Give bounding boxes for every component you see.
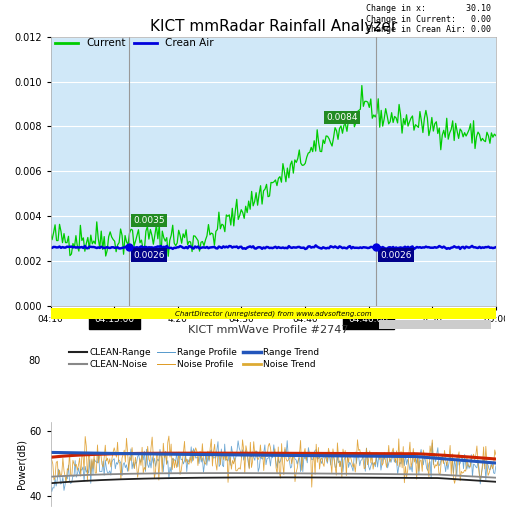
Text: 0.0035: 0.0035 — [133, 216, 164, 225]
Current — [314, 126, 320, 133]
Current — [425, 132, 431, 139]
Current — [321, 140, 327, 147]
Text: KICT mmWave Profile #2747: KICT mmWave Profile #2747 — [187, 325, 348, 335]
Current — [492, 132, 498, 139]
Text: Change in x:        30.10
Change in Current:   0.00
Change in Crean Air: 0.00: Change in x: 30.10 Change in Current: 0.… — [366, 4, 490, 34]
Crean Air — [410, 246, 416, 252]
Current — [49, 237, 55, 243]
Text: 80: 80 — [28, 356, 40, 366]
Crean Air — [425, 244, 431, 250]
Current — [453, 128, 459, 134]
Y-axis label: Power(dB): Power(dB) — [17, 439, 26, 489]
Line: Current: Current — [50, 85, 495, 261]
Crean Air — [453, 245, 459, 251]
Legend: Current, Crean Air: Current, Crean Air — [50, 34, 218, 53]
Crean Air — [49, 245, 55, 251]
Text: 0.0026: 0.0026 — [379, 250, 411, 259]
Current — [358, 82, 364, 89]
Text: 0.0084: 0.0084 — [326, 113, 358, 122]
Text: ChartDirector (unregistered) from www.advsofteng.com: ChartDirector (unregistered) from www.ad… — [175, 310, 371, 317]
Current — [312, 148, 318, 154]
Current — [47, 231, 54, 237]
Line: Crean Air: Crean Air — [50, 246, 495, 249]
Current — [158, 258, 164, 264]
Crean Air — [314, 243, 320, 250]
Crean Air — [321, 245, 327, 251]
Legend: CLEAN-Range, CLEAN-Noise, Range Profile, Noise Profile, Range Trend, Noise Trend: CLEAN-Range, CLEAN-Noise, Range Profile,… — [65, 345, 323, 373]
Crean Air — [311, 244, 317, 250]
Crean Air — [492, 244, 498, 250]
Crean Air — [47, 245, 54, 251]
Crean Air — [312, 242, 318, 249]
Text: 0.0026: 0.0026 — [133, 250, 164, 259]
Title: KICT mmRadar Rainfall Analyzer: KICT mmRadar Rainfall Analyzer — [149, 19, 396, 34]
